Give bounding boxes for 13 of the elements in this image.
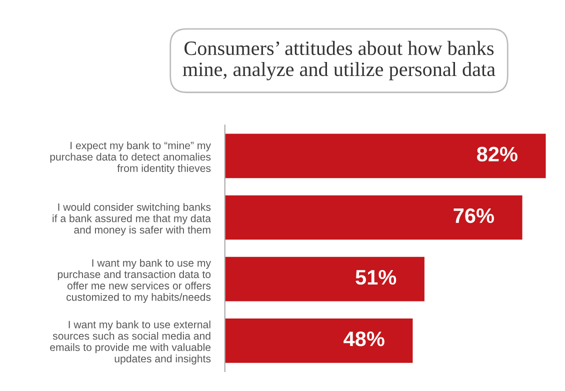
bar: [224, 318, 413, 363]
data-label: 48%: [344, 332, 384, 346]
data-label: 82%: [476, 146, 518, 162]
y-tick-label: I want my bank to use external sources such as social media and emails to provide me with valuable updates and insights: [50, 320, 211, 364]
chart-title: Consumers’ attitudes about how banks mine, analyze and utilize personal data: [182, 40, 496, 80]
data-label: 51%: [356, 270, 396, 285]
y-tick-label: I want my bank to use my purchase and transaction data to offer me new services or offers customized to my habits/needs: [58, 258, 211, 303]
bar: [224, 195, 522, 240]
y-tick-label: I would consider switching banks if a bank assured me that my data and money is safer with them: [52, 203, 211, 236]
bar: [224, 256, 424, 302]
bar: [224, 134, 546, 178]
data-label: 76%: [454, 208, 494, 224]
y-tick-label: I expect my bank to “mine” my purchase data to detect anomalies from identity thieves: [50, 141, 211, 174]
